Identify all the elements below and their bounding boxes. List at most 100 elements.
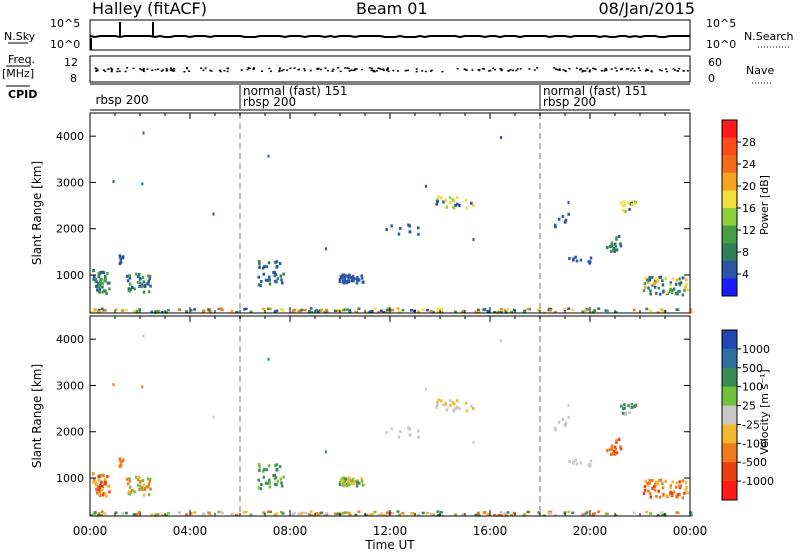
scatter-cell	[258, 465, 261, 469]
nearband-cell	[315, 309, 319, 312]
scatter-cell	[617, 437, 621, 441]
scatter-cell	[627, 201, 630, 205]
scatter-cell	[142, 483, 146, 487]
scatter-cell	[127, 490, 131, 494]
freq-dot	[227, 67, 230, 70]
nsearch-label: N.Search	[744, 30, 794, 43]
scatter-cell	[341, 276, 344, 280]
velocity-colorbar-swatch	[722, 367, 737, 388]
scatter-cell	[615, 248, 619, 252]
nearband-cell	[90, 311, 94, 314]
scatter-cell	[655, 494, 658, 498]
scatter-cell	[101, 290, 105, 294]
scatter-cell	[683, 288, 686, 292]
nearband-cell	[689, 311, 693, 314]
scatter-cell	[554, 225, 557, 229]
nearband-cell	[429, 309, 433, 313]
power-colorbar-swatch	[722, 190, 737, 209]
velocity-colorbar: 1000 500 100 25 -25 -100 -500 -1000 Velocity [m…	[721, 329, 774, 501]
scatter-cell	[646, 278, 649, 282]
scatter-cell	[681, 276, 685, 280]
nearband-cell	[97, 308, 101, 312]
scatter-cell	[268, 278, 271, 282]
scatter-cell	[146, 274, 150, 278]
nearband-cell	[563, 511, 567, 514]
nearband-cell	[307, 513, 311, 516]
freq-dot	[380, 68, 383, 71]
freq-dot	[110, 70, 113, 73]
freq-dot	[370, 67, 373, 69]
freq-dot	[316, 68, 319, 70]
scatter-cell	[444, 401, 447, 405]
freq-dot	[348, 70, 351, 72]
scatter-cell	[399, 226, 402, 230]
scatter-cell	[106, 272, 109, 276]
cpid-segment-label: rbsp 200	[96, 93, 149, 107]
freq-dot	[639, 69, 642, 72]
isolated-cell	[112, 180, 115, 184]
nearband-cell	[632, 308, 636, 312]
nearband-cell	[202, 309, 206, 312]
scatter-cell	[355, 480, 359, 484]
scatter-cell	[137, 478, 140, 482]
scatter-cell	[362, 280, 365, 284]
nearband-cell	[425, 511, 429, 515]
scatter-cell	[97, 474, 100, 478]
scatter-cell	[142, 290, 146, 294]
nearband-cell	[396, 307, 400, 310]
freq-dot	[375, 70, 378, 72]
nearband-cell	[417, 513, 420, 516]
scatter-cell	[100, 277, 103, 281]
freq-dot	[593, 68, 596, 70]
scatter-cell	[671, 288, 674, 292]
nearband-cell	[506, 308, 510, 311]
freq-dot	[331, 70, 334, 72]
power-colorbar-tick-label: 8	[742, 246, 749, 259]
scatter-cell	[276, 277, 279, 281]
scatter-cell	[678, 492, 681, 496]
scatter-cell	[653, 285, 657, 289]
nearband-cell	[357, 510, 361, 513]
scatter-cell	[350, 276, 353, 280]
scatter-cell	[275, 260, 278, 264]
nave-tick-bottom: 0	[708, 72, 715, 85]
scatter-cell	[568, 257, 571, 260]
scatter-cell	[408, 427, 411, 431]
nearband-cell	[523, 309, 527, 313]
freq-dot	[674, 69, 677, 71]
power-colorbar-swatch	[722, 278, 737, 297]
scatter-cell	[669, 281, 672, 285]
nearband-cell	[431, 513, 435, 517]
scatter-cell	[98, 492, 101, 496]
isolated-cell	[472, 441, 475, 444]
scatter-cell	[128, 274, 131, 278]
scatter-cell	[451, 198, 455, 202]
nearband-cell	[323, 310, 327, 314]
scatter-cell	[350, 279, 354, 283]
scatter-cell	[408, 230, 412, 234]
nearband-cell	[567, 307, 571, 310]
scatter-cell	[621, 208, 625, 212]
freq-dot	[580, 68, 583, 70]
scatter-cell	[257, 283, 261, 287]
cpid-segment-sublabel: rbsp 200	[243, 95, 296, 109]
freq-dot	[558, 69, 561, 71]
freq-dot	[286, 69, 289, 71]
freq-dot	[581, 70, 584, 73]
freq-dot	[589, 69, 591, 71]
freq-dot	[185, 67, 188, 70]
scatter-cell	[347, 277, 350, 281]
scatter-cell	[347, 478, 350, 482]
nearband-cell	[303, 308, 307, 312]
scatter-cell	[553, 223, 557, 227]
scatter-cell	[262, 272, 266, 276]
freq-dot	[116, 70, 119, 73]
scatter-cell	[97, 477, 101, 481]
nearband-cell	[155, 513, 159, 516]
nearband-cell	[548, 512, 552, 515]
scatter-cell	[275, 280, 278, 284]
velocity-colorbar-tick-label: 500	[742, 362, 763, 375]
scatter-cell	[676, 292, 679, 296]
scatter-cell	[126, 279, 130, 283]
freq-dot	[344, 67, 347, 69]
